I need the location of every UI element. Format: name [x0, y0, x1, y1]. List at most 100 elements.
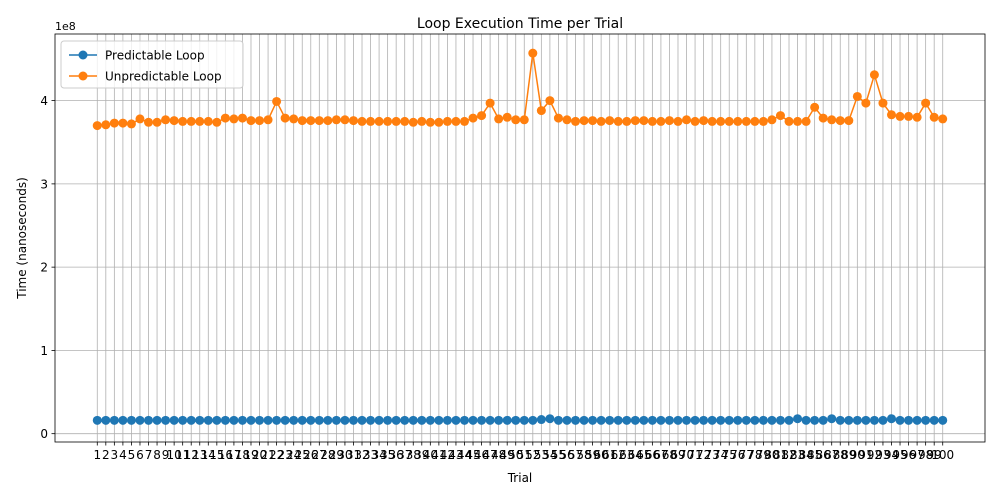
legend-marker-unpredictable [78, 71, 88, 81]
x-tick-label: 33 [363, 448, 378, 462]
data-point [348, 116, 358, 126]
x-tick-label: 44 [457, 448, 472, 462]
data-point [886, 414, 896, 424]
data-point [502, 415, 512, 425]
legend-box [60, 40, 244, 89]
data-point [494, 415, 504, 425]
x-tick-label: 72 [696, 448, 711, 462]
data-point [161, 415, 171, 425]
data-point [869, 415, 879, 425]
data-point [673, 116, 683, 126]
x-tick-label: 83 [790, 448, 805, 462]
data-point [861, 98, 871, 108]
data-point [92, 415, 102, 425]
data-point [699, 415, 709, 425]
data-point [724, 415, 734, 425]
data-point [639, 415, 649, 425]
data-point [716, 415, 726, 425]
x-tick-label: 54 [542, 448, 557, 462]
x-tick-label: 98 [918, 448, 933, 462]
data-point [451, 415, 461, 425]
x-tick-label: 42 [440, 448, 455, 462]
x-tick-label: 49 [500, 448, 515, 462]
data-point [938, 114, 948, 124]
x-tick-label: 5 [128, 448, 136, 462]
data-point [340, 415, 350, 425]
data-point [400, 415, 410, 425]
data-point [434, 415, 444, 425]
x-tick-label: 56 [559, 448, 574, 462]
data-point [588, 116, 598, 126]
data-point [733, 116, 743, 126]
data-point [810, 102, 820, 112]
data-point [289, 114, 299, 124]
data-point [571, 415, 581, 425]
data-point [203, 116, 213, 126]
x-tick-label: 23 [278, 448, 293, 462]
data-point [92, 121, 102, 131]
data-point [144, 415, 154, 425]
x-tick-label: 47 [482, 448, 497, 462]
data-point [297, 415, 307, 425]
data-point [562, 415, 572, 425]
x-tick-label: 89 [841, 448, 856, 462]
x-tick-label: 46 [474, 448, 489, 462]
data-point [673, 415, 683, 425]
data-point [169, 116, 179, 126]
y-axis-offset-text: 1e8 [55, 20, 76, 33]
data-point [801, 415, 811, 425]
data-point [724, 116, 734, 126]
x-tick-label: 90 [850, 448, 865, 462]
data-point [519, 415, 529, 425]
y-axis-ticks: 0 1 2 3 4 [40, 94, 55, 441]
x-tick-label: 91 [858, 448, 873, 462]
data-point [647, 415, 657, 425]
data-point [135, 415, 145, 425]
data-point [912, 112, 922, 122]
data-point [408, 415, 418, 425]
x-tick-label: 64 [628, 448, 643, 462]
data-point [553, 113, 563, 123]
data-point [622, 116, 632, 126]
data-point [494, 114, 504, 124]
data-point [596, 116, 606, 126]
x-tick-label: 40 [423, 448, 438, 462]
data-point [690, 116, 700, 126]
data-point [886, 110, 896, 120]
x-tick-label: 28 [320, 448, 335, 462]
data-point [400, 116, 410, 126]
data-point [477, 415, 487, 425]
x-tick-label: 68 [662, 448, 677, 462]
x-tick-label: 13 [192, 448, 207, 462]
data-point [272, 415, 282, 425]
x-tick-label: 69 [670, 448, 685, 462]
data-point [664, 415, 674, 425]
x-tick-label: 75 [722, 448, 737, 462]
data-point [442, 415, 452, 425]
x-tick-label: 93 [875, 448, 890, 462]
data-point [417, 415, 427, 425]
data-point [536, 415, 546, 425]
data-point [391, 415, 401, 425]
x-tick-label: 45 [465, 448, 480, 462]
data-point [707, 415, 717, 425]
data-point [220, 415, 230, 425]
x-tick-label: 81 [773, 448, 788, 462]
x-tick-label: 63 [619, 448, 634, 462]
x-tick-label: 86 [816, 448, 831, 462]
data-point [784, 415, 794, 425]
legend-label-predictable: Predictable Loop [105, 49, 205, 63]
series-unpredictable [92, 48, 948, 131]
x-tick-label: 50 [508, 448, 523, 462]
data-point [767, 415, 777, 425]
data-point [835, 415, 845, 425]
data-point [664, 116, 674, 126]
data-point [545, 96, 555, 106]
data-point [579, 415, 589, 425]
data-point [682, 415, 692, 425]
data-point [793, 414, 803, 424]
data-point [639, 116, 649, 126]
x-tick-label: 34 [371, 448, 386, 462]
data-point [237, 113, 247, 123]
